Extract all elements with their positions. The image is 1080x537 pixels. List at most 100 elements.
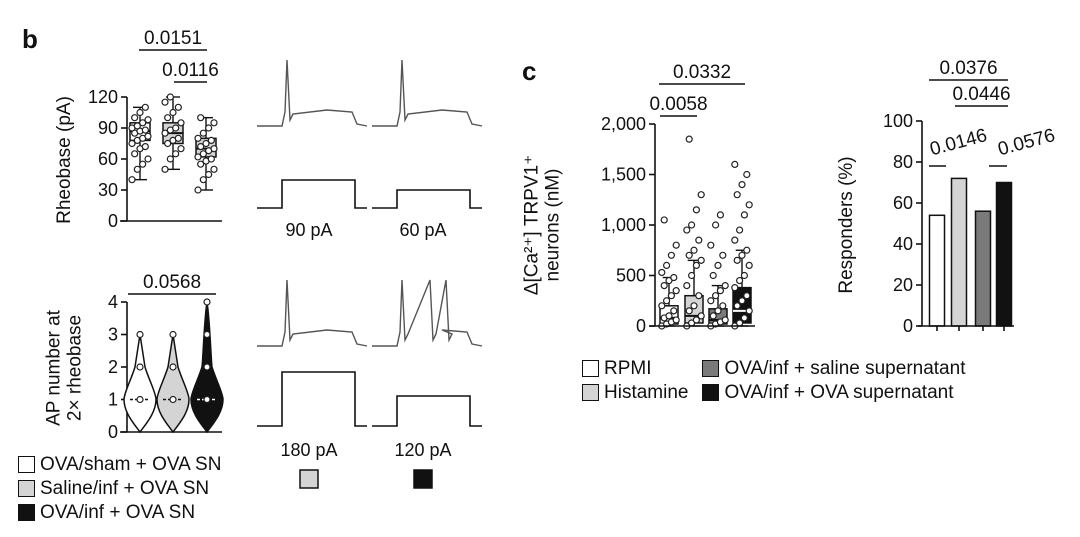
y-axis-title-line: 2× rheobase bbox=[64, 315, 85, 421]
data-point bbox=[136, 363, 144, 371]
data-point bbox=[697, 256, 705, 264]
data-point bbox=[199, 150, 207, 158]
legend-swatch bbox=[702, 383, 720, 401]
y-tick-label: 1,000 bbox=[601, 215, 646, 235]
data-point bbox=[670, 273, 678, 282]
y-tick-label: 0 bbox=[108, 211, 118, 231]
y-tick-label: 2 bbox=[108, 357, 118, 377]
data-point bbox=[197, 143, 205, 151]
p-value-label: 0.0058 bbox=[649, 94, 707, 115]
y-tick-label: 4 bbox=[108, 292, 118, 312]
data-point bbox=[174, 103, 182, 111]
data-point bbox=[716, 211, 725, 219]
data-point bbox=[719, 251, 727, 259]
y-tick-label: 40 bbox=[893, 234, 913, 254]
data-point bbox=[735, 276, 744, 285]
data-point bbox=[683, 282, 691, 290]
trace-180pa bbox=[257, 279, 368, 347]
data-point bbox=[658, 268, 666, 277]
data-point bbox=[210, 145, 218, 153]
data-point bbox=[733, 302, 741, 310]
y-tick-label: 80 bbox=[893, 152, 913, 172]
data-point bbox=[166, 93, 174, 101]
legend-swatch bbox=[18, 455, 35, 473]
data-point bbox=[131, 114, 139, 122]
trace-120pa bbox=[372, 279, 483, 347]
legend-c: RPMI Histamine OVA/inf + saline supernat… bbox=[582, 356, 965, 404]
data-point bbox=[205, 170, 213, 179]
data-point bbox=[740, 211, 749, 219]
p-value-label: 0.0568 bbox=[143, 272, 201, 293]
data-point bbox=[177, 119, 185, 127]
legend-c-item: Histamine bbox=[582, 380, 688, 404]
data-point bbox=[177, 145, 185, 153]
legend-label: Histamine bbox=[604, 381, 689, 403]
data-point bbox=[194, 134, 202, 142]
y-axis-title: Rheobase (pA) bbox=[54, 96, 75, 224]
legend-label: OVA/sham + OVA SN bbox=[40, 453, 222, 475]
panel-label-c: c bbox=[522, 56, 536, 86]
rheobase-chart: 0 30 60 90 120 Rheobase (pA) 0.0151 0.0116 bbox=[54, 28, 222, 231]
legend-label: OVA/inf + saline supernatant bbox=[724, 357, 966, 379]
y-tick-label: 500 bbox=[616, 266, 646, 286]
bar bbox=[950, 177, 968, 327]
y-tick-label: 0 bbox=[636, 316, 646, 336]
calcium-chart: 0 500 1,000 1,500 2,000 Δ[Ca²⁺] TRPV1⁺neurons… bbox=[522, 62, 755, 336]
data-point bbox=[205, 124, 213, 132]
violin-body bbox=[156, 334, 190, 434]
legend-swatch bbox=[18, 479, 35, 497]
y-tick-label: 120 bbox=[88, 87, 118, 107]
data-point bbox=[202, 139, 210, 148]
y-axis-title: Responders (%) bbox=[836, 156, 857, 293]
trace-60pa bbox=[372, 59, 483, 127]
data-point bbox=[745, 261, 753, 269]
p-value-label: 0.0332 bbox=[673, 62, 731, 83]
data-point bbox=[141, 126, 149, 134]
ap-number-chart: 0 1 2 3 4 AP number at2× rheobase 0.0568 bbox=[44, 272, 224, 442]
legend-swatch bbox=[582, 359, 599, 377]
data-point bbox=[141, 103, 149, 111]
y-tick-label: 0 bbox=[108, 422, 118, 442]
data-point bbox=[745, 201, 753, 209]
trace-90pa bbox=[257, 59, 368, 127]
data-point bbox=[743, 170, 751, 179]
legend-c-item: OVA/inf + saline supernatant bbox=[702, 356, 965, 380]
data-point bbox=[685, 307, 693, 315]
data-point bbox=[721, 282, 729, 290]
data-point bbox=[697, 312, 705, 320]
data-point bbox=[692, 206, 701, 214]
y-tick-label: 1,500 bbox=[601, 165, 646, 185]
y-axis-title-line: Δ[Ca²⁺] TRPV1⁺ bbox=[522, 155, 543, 295]
data-point bbox=[133, 165, 141, 173]
y-axis-title-line: neurons (nM) bbox=[542, 169, 563, 282]
data-point bbox=[692, 316, 701, 324]
data-point bbox=[743, 246, 751, 254]
data-point bbox=[660, 216, 668, 224]
p-value-label: 0.0376 bbox=[939, 58, 997, 79]
y-axis-title: Δ[Ca²⁺] TRPV1⁺neurons (nM) bbox=[522, 155, 564, 295]
data-point bbox=[203, 330, 211, 339]
data-point bbox=[740, 271, 749, 280]
y-axis-title: AP number at2× rheobase bbox=[44, 309, 86, 426]
data-point bbox=[687, 221, 696, 229]
trace-label-120pa: 120 pA bbox=[394, 440, 451, 460]
data-point bbox=[660, 282, 668, 290]
p-value-label: 0.0116 bbox=[162, 60, 219, 81]
legend-label: OVA/inf + OVA supernatant bbox=[724, 381, 954, 403]
data-point bbox=[731, 160, 739, 168]
data-point bbox=[210, 165, 218, 173]
group-swatch-ova bbox=[413, 469, 433, 489]
data-point bbox=[207, 136, 215, 144]
y-tick-label: 100 bbox=[883, 111, 913, 131]
data-point bbox=[144, 116, 152, 124]
step-180pa bbox=[257, 371, 367, 427]
data-point bbox=[738, 297, 746, 305]
data-point bbox=[144, 132, 152, 140]
legend-label: RPMI bbox=[604, 357, 652, 379]
data-point bbox=[144, 155, 152, 163]
legend-label: Saline/inf + OVA SN bbox=[40, 477, 210, 499]
y-tick-label: 20 bbox=[893, 275, 913, 295]
y-axis-title-line: Responders (%) bbox=[836, 156, 857, 293]
legend-b-item: Saline/inf + OVA SN bbox=[18, 476, 221, 500]
data-point bbox=[169, 330, 177, 339]
